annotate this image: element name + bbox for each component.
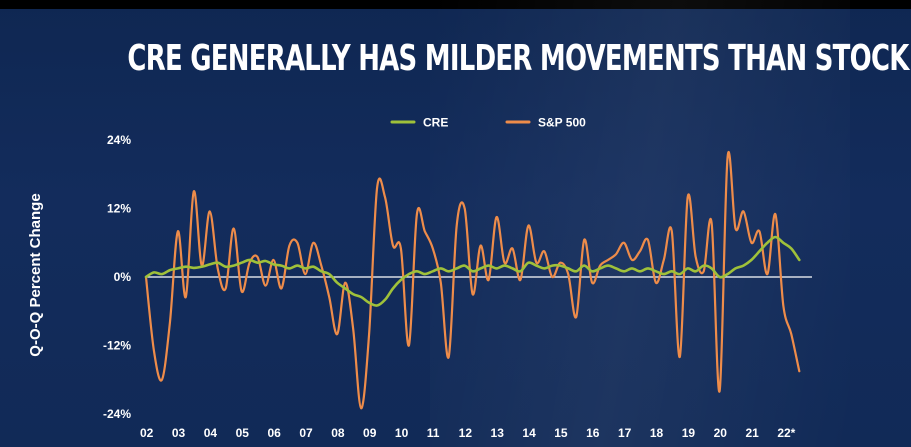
series-layer	[144, 151, 801, 410]
x-axis-ticks: 02 03 04 05 06 07 08 09 10 11 12 13 14 15 16 17 18 19 20 21…	[140, 426, 796, 440]
x-tick-label: 12	[459, 426, 473, 440]
x-tick-label: 08	[331, 426, 345, 440]
chart-title: CRE GENERALLY HAS MILDER MOVEMENTS THAN …	[127, 38, 911, 79]
x-tick-label: 13	[491, 426, 505, 440]
y-tick-label: -12%	[103, 339, 131, 353]
x-tick-label: 17	[618, 426, 632, 440]
y-tick-label: 24%	[107, 133, 131, 147]
x-tick-label: 21	[745, 426, 759, 440]
x-tick-label: 09	[363, 426, 377, 440]
y-tick-label: -24%	[103, 407, 131, 421]
x-tick-label: 18	[650, 426, 664, 440]
top-border	[0, 0, 911, 9]
x-tick-label: 19	[682, 426, 696, 440]
x-tick-label: 05	[236, 426, 250, 440]
x-tick-label: 03	[172, 426, 186, 440]
legend-label-sp500: S&P 500	[538, 116, 586, 130]
x-tick-label: 04	[204, 426, 218, 440]
x-tick-label: 07	[299, 426, 313, 440]
series-line-sp500	[144, 151, 801, 410]
x-tick-label: 22*	[777, 426, 795, 440]
legend: CRE S&P 500	[390, 116, 586, 130]
x-tick-label: 06	[267, 426, 281, 440]
legend-label-cre: CRE	[423, 116, 448, 130]
x-tick-label: 11	[427, 426, 440, 440]
x-tick-label: 10	[395, 426, 409, 440]
background-sheen	[430, 0, 850, 447]
series-line-cre	[144, 235, 801, 307]
x-tick-label: 20	[714, 426, 728, 440]
x-tick-label: 16	[586, 426, 600, 440]
x-tick-label: 15	[554, 426, 568, 440]
x-tick-label: 14	[522, 426, 536, 440]
x-tick-label: 02	[140, 426, 154, 440]
y-axis-ticks: 24% 12% 0% -12% -24%	[103, 133, 131, 421]
y-tick-label: 12%	[107, 202, 131, 216]
y-tick-label: 0%	[114, 270, 132, 284]
